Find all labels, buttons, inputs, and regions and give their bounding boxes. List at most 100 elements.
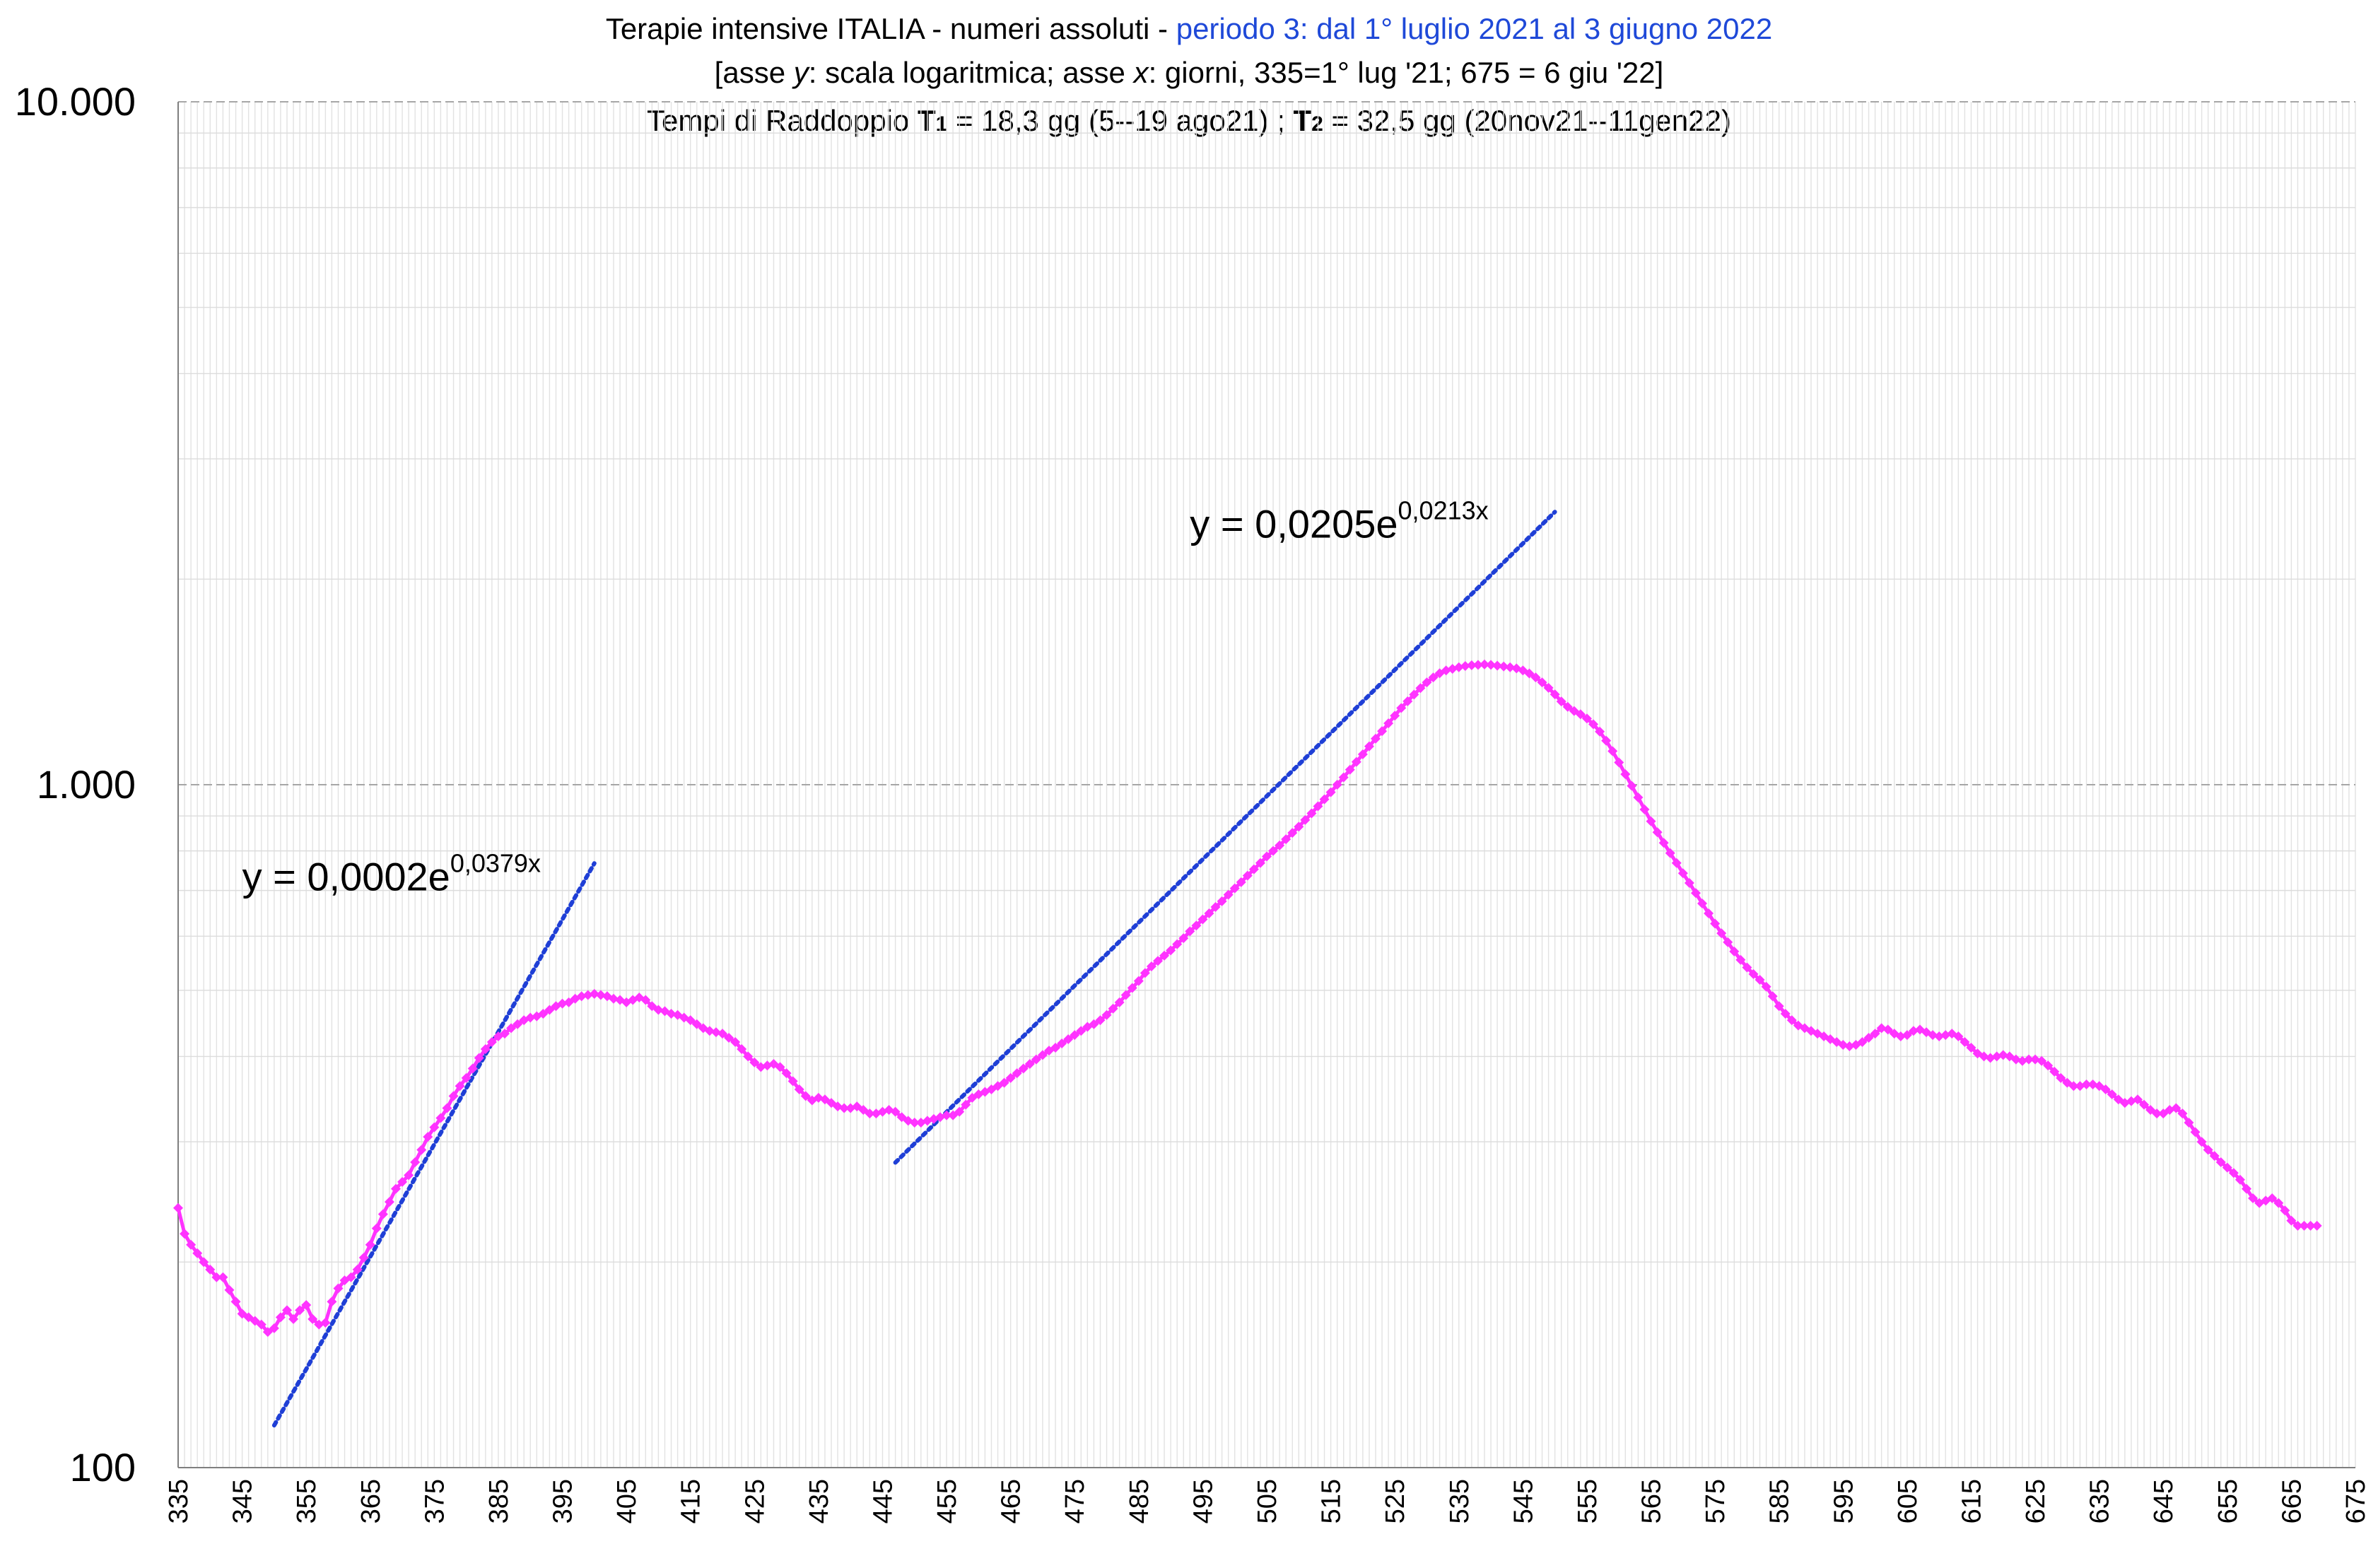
data-point: [2043, 1060, 2054, 1071]
data-point: [2100, 1084, 2111, 1094]
data-point: [653, 1005, 664, 1015]
data-point: [1018, 1063, 1029, 1074]
data-point: [2292, 1220, 2303, 1231]
data-point: [480, 1044, 491, 1055]
data-point: [1614, 757, 1624, 768]
data-point: [224, 1285, 235, 1295]
data-point: [1716, 928, 1727, 939]
data-point: [391, 1183, 401, 1194]
data-point: [538, 1008, 549, 1019]
data-point: [448, 1091, 459, 1101]
data-point: [512, 1019, 523, 1029]
data-point: [2171, 1103, 2181, 1113]
data-point: [1581, 713, 1592, 724]
data-point: [1723, 937, 1733, 947]
trendline-equation: y = 0,0002e0,0379x: [242, 849, 541, 899]
data-point: [1050, 1043, 1061, 1053]
data-point: [2056, 1072, 2066, 1083]
data-point: [1550, 689, 1560, 700]
x-tick-label: 515: [1317, 1479, 1347, 1523]
data-point: [2222, 1162, 2232, 1173]
data-point: [1704, 908, 1714, 919]
x-tick-label: 355: [292, 1479, 322, 1523]
data-point: [1543, 683, 1554, 694]
data-point: [256, 1319, 266, 1330]
data-point: [1857, 1036, 1868, 1047]
x-tick-label: 585: [1765, 1479, 1795, 1523]
data-point: [1774, 1001, 1784, 1012]
data-point: [749, 1057, 760, 1067]
data-point: [1588, 719, 1598, 730]
data-point: [1710, 918, 1721, 929]
x-tick-label: 485: [1125, 1479, 1154, 1523]
data-point: [1402, 696, 1413, 706]
data-point: [1742, 962, 1752, 973]
data-point: [1108, 1003, 1118, 1014]
data-point: [2024, 1054, 2034, 1065]
data-point: [377, 1209, 388, 1219]
data-point: [2177, 1108, 2188, 1119]
data-point: [243, 1312, 254, 1323]
data-point: [1415, 683, 1426, 694]
data-point: [1325, 787, 1336, 797]
data-point: [416, 1145, 427, 1155]
data-point: [1120, 990, 1131, 1000]
data-point: [595, 990, 606, 1000]
data-point: [1428, 672, 1439, 683]
data-point: [1185, 926, 1195, 937]
data-point: [262, 1327, 273, 1338]
data-point: [640, 995, 651, 1005]
data-point: [1204, 908, 1214, 919]
x-tick-label: 595: [1829, 1479, 1858, 1523]
data-point: [1210, 902, 1221, 913]
data-point: [500, 1029, 510, 1039]
data-point: [1396, 703, 1407, 713]
data-point: [474, 1053, 484, 1063]
data-point: [1940, 1030, 1951, 1041]
data-point: [609, 993, 619, 1004]
x-tick-label: 545: [1509, 1479, 1538, 1523]
data-point: [1908, 1026, 1919, 1036]
data-point: [1345, 764, 1355, 775]
x-tick-label: 405: [612, 1479, 642, 1523]
data-point: [1236, 877, 1246, 887]
data-point: [2312, 1220, 2322, 1231]
data-point: [1012, 1068, 1022, 1079]
data-point: [942, 1110, 952, 1121]
data-point: [1281, 834, 1292, 845]
data-point: [1095, 1015, 1106, 1026]
data-point: [269, 1323, 279, 1333]
data-point: [384, 1197, 394, 1207]
data-point: [2305, 1220, 2316, 1231]
data-point: [275, 1312, 286, 1323]
chart-title-line-2: [asse y: scala logaritmica; asse x: gior…: [715, 56, 1664, 89]
data-point: [1294, 821, 1304, 832]
x-tick-label: 675: [2341, 1479, 2371, 1523]
data-point: [1537, 677, 1547, 688]
data-point: [1863, 1032, 1874, 1043]
x-tick-label: 335: [164, 1479, 194, 1523]
data-point: [1024, 1059, 1035, 1070]
x-tick-label: 505: [1253, 1479, 1282, 1523]
x-tick-label: 525: [1381, 1479, 1410, 1523]
data-point: [1070, 1030, 1080, 1041]
data-point: [371, 1223, 382, 1234]
data-point: [1960, 1036, 1970, 1047]
data-point: [1729, 946, 1740, 956]
data-point: [1191, 920, 1202, 931]
data-point: [1371, 733, 1381, 744]
data-point: [2228, 1168, 2239, 1178]
trendline-equation: y = 0,0205e0,0213x: [1190, 496, 1488, 546]
x-tick-label: 555: [1573, 1479, 1603, 1523]
x-tick-label: 625: [2021, 1479, 2051, 1523]
x-tick-label: 665: [2277, 1479, 2307, 1523]
data-point: [1486, 660, 1496, 670]
x-tick-label: 615: [1957, 1479, 1986, 1523]
x-tick-label: 475: [1060, 1479, 1090, 1523]
chart-title-line-1: Terapie intensive ITALIA - numeri assolu…: [606, 12, 1772, 45]
data-point: [1658, 838, 1669, 848]
data-point: [685, 1015, 696, 1026]
data-point: [1300, 814, 1311, 825]
data-point: [1671, 858, 1682, 868]
data-point: [1313, 801, 1323, 812]
